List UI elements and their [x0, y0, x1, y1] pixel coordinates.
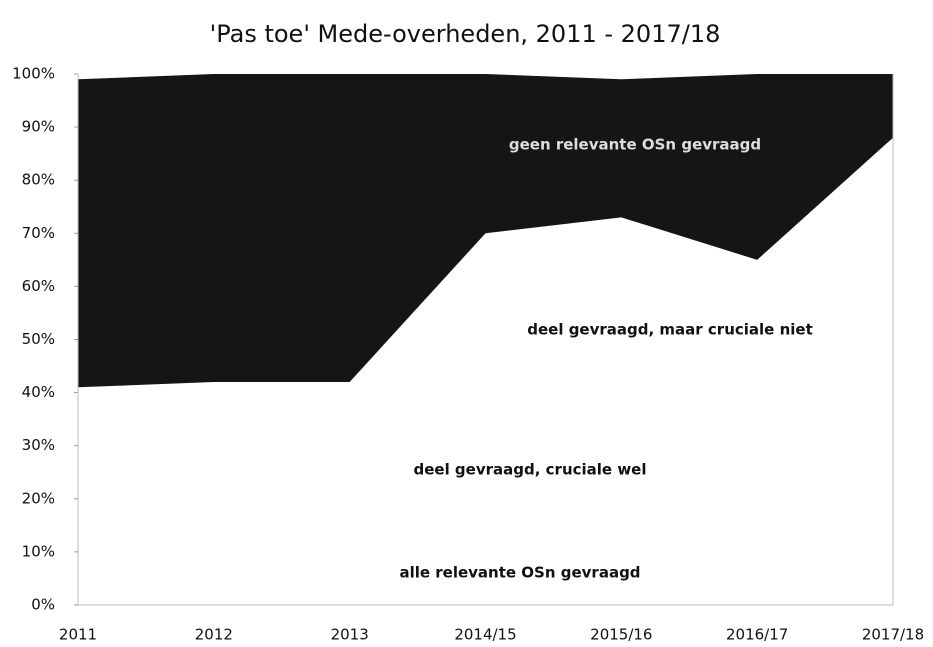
- x-tick-label: 2015/16: [590, 626, 652, 644]
- x-tick-label: 2013: [331, 626, 369, 644]
- area: [78, 74, 893, 388]
- area-label: geen relevante OSn gevraagd: [509, 136, 761, 154]
- x-tick-label: 2016/17: [726, 626, 788, 644]
- y-tick-label: 70%: [22, 224, 55, 242]
- area-label: deel gevraagd, cruciale wel: [413, 461, 646, 479]
- area: [78, 137, 893, 605]
- y-tick-label: 90%: [22, 118, 55, 136]
- y-tick-label: 100%: [12, 65, 55, 83]
- y-tick-label: 30%: [22, 436, 55, 454]
- area-label: alle relevante OSn gevraagd: [399, 564, 640, 582]
- x-tick-label: 2011: [59, 626, 97, 644]
- y-tick-label: 50%: [22, 330, 55, 348]
- area-label: deel gevraagd, maar cruciale niet: [527, 321, 813, 339]
- y-tick-label: 40%: [22, 383, 55, 401]
- x-tick-label: 2012: [195, 626, 233, 644]
- y-tick-label: 10%: [22, 542, 55, 560]
- chart-title: 'Pas toe' Mede-overheden, 2011 - 2017/18: [210, 20, 721, 48]
- x-tick-label: 2014/15: [454, 626, 516, 644]
- x-tick-label: 2017/18: [862, 626, 924, 644]
- y-tick-label: 20%: [22, 489, 55, 507]
- y-tick-label: 80%: [22, 171, 55, 189]
- y-tick-label: 0%: [31, 596, 55, 614]
- y-tick-label: 60%: [22, 277, 55, 295]
